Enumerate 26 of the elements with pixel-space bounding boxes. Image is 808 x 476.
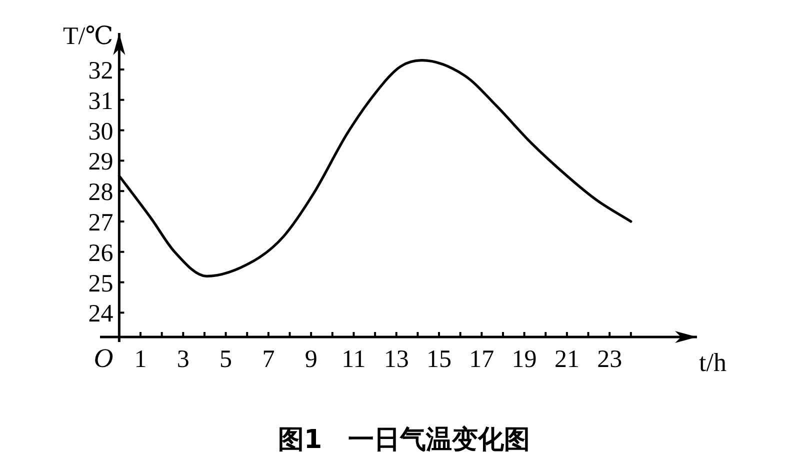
y-tick-label: 27 — [88, 209, 114, 236]
y-tick-label: 26 — [88, 240, 114, 267]
x-tick-label: 9 — [304, 346, 318, 373]
y-tick-label: 28 — [88, 179, 114, 206]
y-tick-label: 25 — [88, 270, 114, 298]
y-tick-label: 24 — [88, 300, 114, 328]
text: O — [94, 343, 114, 373]
y-tick-label: 31 — [88, 88, 114, 115]
x-tick-label: 23 — [597, 346, 622, 373]
x-tick-label: 7 — [262, 346, 275, 373]
y-tick-label: 30 — [88, 118, 114, 146]
x-tick-label: 13 — [384, 346, 409, 373]
line-series — [118, 59, 632, 278]
x-tick-label: 5 — [220, 346, 232, 373]
x-axis-title: t/h — [699, 348, 726, 377]
y-axis-title: T/℃ — [63, 23, 114, 50]
text: 图1 一日气温变化图 — [278, 425, 530, 455]
x-tick-label: 15 — [426, 346, 452, 373]
x-tick-label: 17 — [469, 346, 494, 373]
y-tick-label: 29 — [88, 148, 114, 176]
x-tick-label: 3 — [176, 346, 190, 373]
x-tick-label: 11 — [342, 346, 366, 373]
x-tick-label: 21 — [554, 346, 580, 373]
x-tick-label: 19 — [512, 346, 537, 373]
x-tick-label: 1 — [134, 346, 147, 373]
y-tick-label: 32 — [88, 57, 114, 84]
